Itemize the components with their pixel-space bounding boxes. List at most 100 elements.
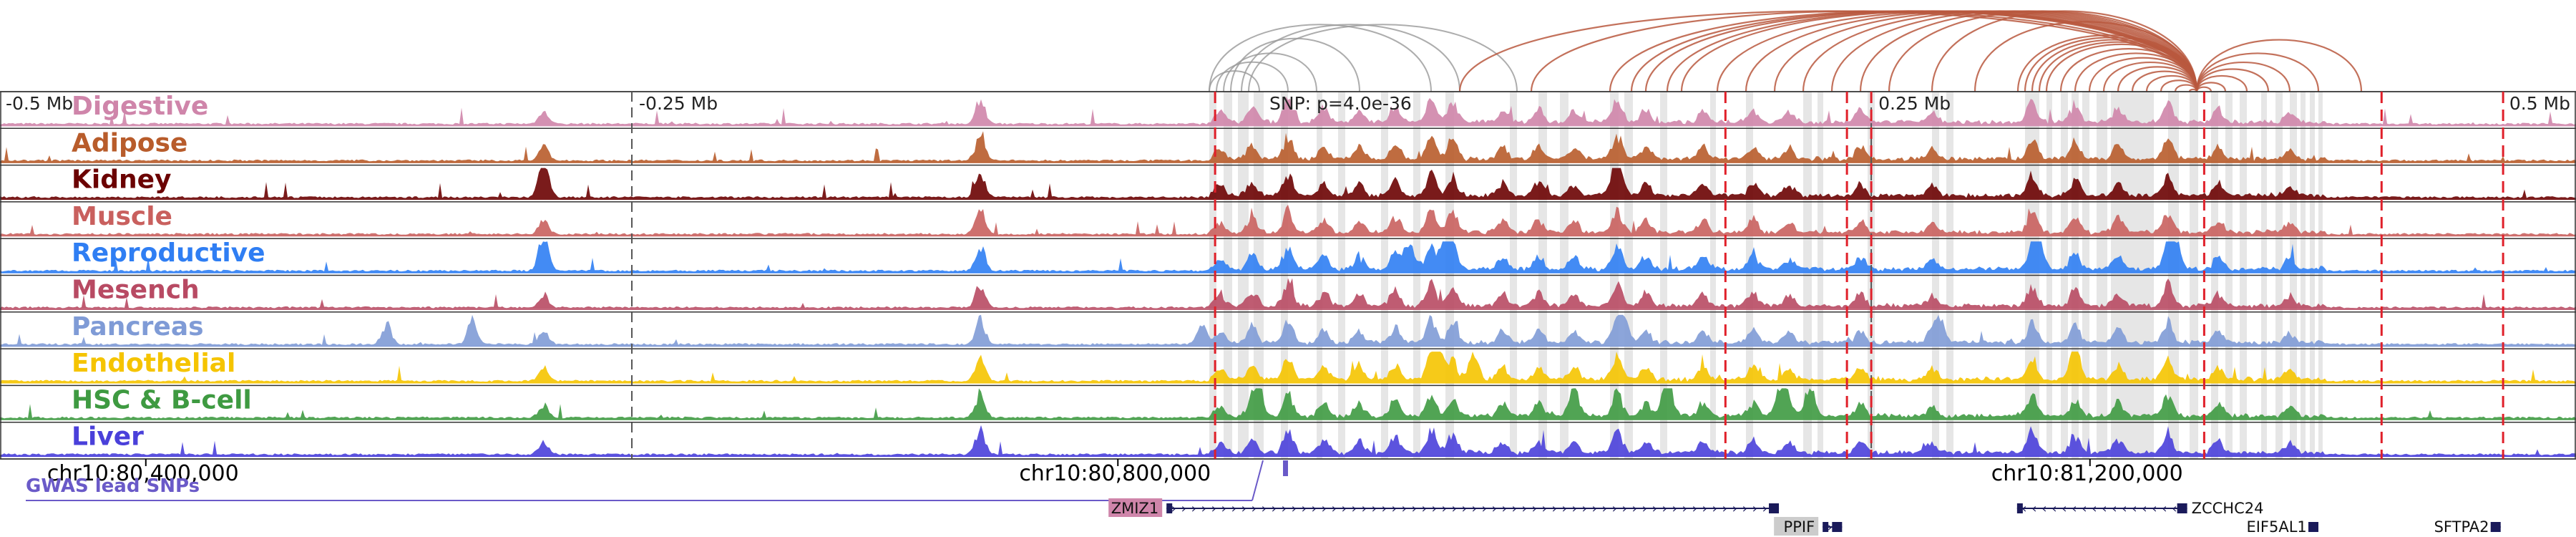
strand-chevron: ›	[1828, 520, 1833, 535]
strand-chevron: ›	[1312, 501, 1317, 516]
loop-arc	[1248, 24, 1518, 92]
track-digestive: Digestive	[0, 92, 2576, 130]
strand-chevron: ›	[1392, 501, 1397, 516]
gene-label: SFTPA2	[2434, 518, 2489, 536]
loop-arc	[2195, 86, 2212, 92]
track-label: Reproductive	[72, 238, 265, 268]
strand-chevron: ›	[1552, 501, 1557, 516]
strand-chevron: ›	[1462, 501, 1467, 516]
strand-chevron: ›	[1752, 501, 1757, 516]
track-label: Digestive	[72, 92, 208, 121]
loop-arc	[2174, 84, 2198, 92]
strand-chevron: ›	[1352, 501, 1357, 516]
strand-chevron: ›	[1582, 501, 1587, 516]
strand-chevron: ›	[1712, 501, 1717, 516]
strand-chevron: ›	[1372, 501, 1377, 516]
track-label: Liver	[72, 422, 144, 452]
strand-chevron: ›	[1412, 501, 1417, 516]
track-signal	[0, 278, 2576, 309]
track-hsc-b-cell: HSC & B-cell	[0, 385, 2576, 423]
loop-arc	[2195, 39, 2363, 92]
strand-chevron: ›	[1572, 501, 1577, 516]
snp-lines	[1214, 92, 2504, 459]
strand-chevron: ‹	[2051, 501, 2057, 516]
strand-chevron: ›	[1612, 501, 1617, 516]
offset-tick-label: -0.5 Mb	[6, 93, 73, 114]
loop-arc	[1773, 10, 2198, 92]
lead-snp-label: SNP: p=4.0e-36	[1269, 93, 1412, 114]
strand-chevron: ‹	[2062, 501, 2067, 516]
track-label: Pancreas	[72, 312, 204, 342]
strand-chevron: ›	[1472, 501, 1477, 516]
gene-label: ZMIZ1	[1111, 500, 1158, 517]
strand-chevron: ›	[1722, 501, 1727, 516]
strand-chevron: ›	[1522, 501, 1527, 516]
gene-ppif: › PPIF	[1774, 517, 1843, 536]
strand-chevron: ›	[1742, 501, 1747, 516]
gene-label: PPIF	[1784, 518, 1815, 536]
strand-chevron: ›	[1241, 501, 1246, 516]
strand-chevron: ›	[1492, 501, 1497, 516]
strand-chevron: ›	[1642, 501, 1647, 516]
exon	[1823, 522, 1829, 532]
bottom-annotation: chr10:80,400,000 chr10:80,800,000 chr10:81…	[26, 459, 2501, 536]
track-label: Adipose	[72, 128, 187, 158]
gene-sftpa2: SFTPA2	[2434, 518, 2501, 536]
strand-chevron: ›	[1402, 501, 1407, 516]
strand-chevron: ›	[1231, 501, 1236, 516]
strand-chevron: ›	[1672, 501, 1677, 516]
strand-chevron: ›	[1292, 501, 1297, 516]
strand-chevron: ›	[1201, 501, 1206, 516]
exon	[2493, 522, 2499, 532]
gwas-track-label: GWAS lead SNPs	[26, 475, 200, 497]
track-mesench: Mesench	[0, 276, 2576, 313]
strand-chevron: ›	[1252, 501, 1257, 516]
track-label: Mesench	[72, 276, 200, 305]
loop-arc	[1216, 61, 1289, 92]
strand-chevron: ›	[1211, 501, 1216, 516]
track-label: Muscle	[72, 202, 172, 231]
strand-chevron: ›	[1432, 501, 1437, 516]
strand-chevron: ›	[1422, 501, 1427, 516]
gene-label-box	[1108, 498, 1163, 517]
strand-chevron: ›	[1532, 501, 1537, 516]
strand-chevron: ›	[1542, 501, 1547, 516]
gene-zcchc24: ‹ ‹ ‹ ‹ ‹ ‹ ‹ ‹ ‹ ‹ ‹ ‹ ‹ ‹ ‹ ‹ ZCCHC24	[2016, 500, 2263, 517]
strand-chevron: ‹	[2142, 501, 2147, 516]
track-label: HSC & B-cell	[72, 385, 252, 415]
track-signal	[0, 314, 2576, 347]
loop-arc	[2195, 68, 2270, 92]
strand-chevron: ›	[1342, 501, 1347, 516]
exon	[2177, 503, 2187, 513]
loop-arc	[2195, 52, 2320, 92]
strand-chevron: ›	[1502, 501, 1507, 516]
loop-arc	[2195, 61, 2291, 92]
gene-label: EIF5AL1	[2246, 518, 2306, 536]
strand-chevron: ‹	[2112, 501, 2117, 516]
track-muscle: Muscle	[0, 202, 2576, 239]
strand-chevron: ‹	[2122, 501, 2127, 516]
strand-chevron: ›	[1302, 501, 1307, 516]
strand-chevron: ›	[1221, 501, 1226, 516]
strand-chevron: ›	[1622, 501, 1627, 516]
strand-chevron: ‹	[2172, 501, 2177, 516]
strand-chevron: ›	[1662, 501, 1667, 516]
loop-arc	[1974, 21, 2198, 92]
strand-chevron: ›	[1762, 501, 1767, 516]
strand-chevron: ‹	[2031, 501, 2036, 516]
strand-chevron: ›	[1171, 501, 1176, 516]
track-signal	[0, 241, 2576, 273]
track-signal	[0, 204, 2576, 236]
strand-chevron: ‹	[2082, 501, 2087, 516]
strand-chevron: ‹	[2021, 501, 2026, 516]
strand-chevron: ‹	[2132, 501, 2137, 516]
strand-chevron: ‹	[2041, 501, 2046, 516]
strand-chevron: ‹	[2102, 501, 2107, 516]
offset-axis: -0.5 Mb -0.25 Mb 0.25 Mb 0.5 Mb SNP: p=4.0e-…	[0, 91, 2576, 460]
strand-chevron: ›	[1632, 501, 1637, 516]
track-pancreas: Pancreas	[0, 312, 2576, 349]
loop-arc	[1230, 37, 1360, 92]
offset-tick-label: -0.25 Mb	[639, 93, 718, 114]
chromatin-loops	[1209, 10, 2363, 92]
